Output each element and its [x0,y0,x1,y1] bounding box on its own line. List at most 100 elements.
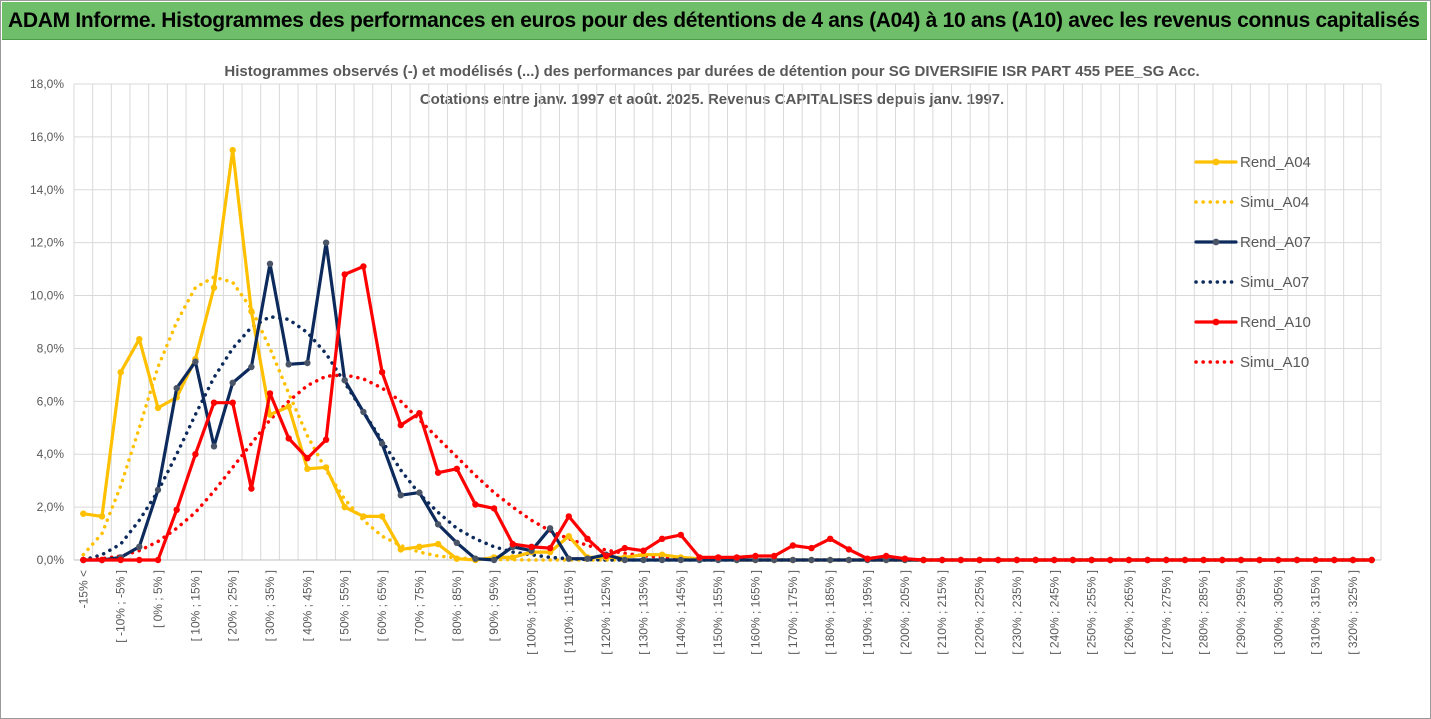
x-tick-label: [ 180% ; 185% ] [823,570,837,655]
x-tick-label: [ 210% ; 215% ] [935,570,949,655]
data-point-rend_a10 [546,544,554,552]
data-point-rend_a10 [827,535,834,542]
data-point-rend_a10 [733,554,740,561]
data-point-rend_a10 [808,544,815,552]
data-point-rend_a10 [416,410,423,417]
data-point-rend_a10 [248,485,255,492]
data-point-rend_a10 [173,506,180,513]
y-tick-label: 16,0% [30,130,64,144]
data-point-rend_a04 [658,551,666,558]
data-point-rend_a10 [640,547,647,554]
legend-label: Simu_A04 [1240,194,1309,211]
x-tick-label: [ 0% ; 5% ] [151,570,165,628]
x-tick-label: [ 230% ; 235% ] [1010,570,1024,655]
x-tick-label: [ 280% ; 285% ] [1197,570,1211,655]
data-point-rend_a10 [1293,556,1301,564]
data-point-rend_a10 [771,552,778,560]
data-point-rend_a07 [192,358,199,365]
data-point-rend_a07 [789,556,797,564]
data-point-rend_a10 [752,552,759,560]
legend-label: Rend_A07 [1240,234,1311,251]
data-point-rend_a10 [1331,556,1338,564]
data-point-rend_a10 [192,451,199,458]
legend-label: Rend_A10 [1240,314,1311,331]
legend: Rend_A04 Simu_A04 Rend_A07 Simu_A07 Rend_A10… [1194,154,1311,371]
data-point-rend_a10 [1237,556,1245,564]
data-point-rend_a07 [285,361,292,368]
data-point-rend_a04 [285,403,292,410]
x-tick-label: [ 20% ; 25% ] [226,570,240,641]
x-tick-label: [ 300% ; 305% ] [1271,570,1285,655]
x-tick-label: -15% < [76,570,90,608]
data-point-rend_a04 [360,513,367,520]
data-point-rend_a10 [1069,556,1077,564]
x-tick-label: [ 50% ; 55% ] [338,570,352,641]
y-tick-label: 18,0% [30,77,64,91]
data-point-rend_a07 [378,440,386,447]
data-point-rend_a10 [845,546,853,553]
data-point-rend_a07 [154,486,162,494]
data-point-rend_a10 [341,271,348,278]
x-tick-label: [ 40% ; 45% ] [300,570,314,641]
gridlines [73,83,1382,561]
x-tick-label: [ 290% ; 295% ] [1234,570,1248,655]
data-point-rend_a07 [472,555,479,562]
data-point-rend_a10 [528,543,535,550]
x-tick-label: [ 320% ; 325% ] [1346,570,1360,655]
data-point-rend_a10 [658,535,666,542]
data-point-rend_a10 [1125,556,1133,564]
x-tick-label: [ 240% ; 245% ] [1047,570,1061,655]
data-point-rend_a10 [1219,556,1226,564]
y-tick-label: 14,0% [30,183,64,197]
data-point-rend_a07 [546,525,554,532]
data-point-rend_a10 [285,435,292,442]
data-point-rend_a10 [715,554,722,561]
data-point-rend_a10 [509,540,516,548]
data-point-rend_a10 [584,535,591,542]
chart-title-line-2: Cotations entre janv. 1997 et août. 2025… [420,91,1004,108]
data-point-rend_a10 [602,552,610,560]
x-tick-label: [ 110% ; 115% ] [562,570,576,653]
data-point-rend_a04 [509,554,516,561]
data-point-rend_a04 [229,146,236,154]
data-point-rend_a10 [304,455,311,462]
series-lines [80,146,1375,564]
x-tick-label: [ 260% ; 265% ] [1122,570,1136,655]
legend-marker [1212,318,1220,326]
data-point-rend_a07 [397,492,404,499]
data-point-rend_a04 [154,404,162,412]
data-point-rend_a07 [266,260,274,267]
data-point-rend_a10 [939,556,946,564]
data-point-rend_a07 [434,521,442,528]
data-point-rend_a10 [565,513,572,520]
legend-marker [1212,158,1220,166]
data-point-rend_a07 [304,359,311,367]
x-tick-label: [ 30% ; 35% ] [263,570,277,641]
data-point-rend_a04 [453,555,460,562]
data-point-rend_a10 [80,556,87,564]
data-point-rend_a07 [565,555,572,562]
x-tick-label: [ 120% ; 125% ] [599,570,613,655]
data-point-rend_a10 [957,556,965,564]
data-point-rend_a07 [453,539,460,546]
data-point-rend_a10 [453,465,460,472]
report-banner: ADAM Informe. Histogrammes des performan… [2,2,1427,40]
data-point-rend_a07 [584,555,591,562]
data-point-rend_a04 [266,411,274,418]
y-tick-label: 4,0% [37,447,65,461]
data-point-rend_a10 [378,369,386,376]
x-tick-label: [ 160% ; 165% ] [749,570,763,655]
x-tick-label: [ 70% ; 75% ] [412,570,426,641]
data-point-rend_a10 [1144,556,1151,564]
data-point-rend_a07 [658,556,666,564]
y-tick-label: 0,0% [37,553,65,567]
x-axis-ticks: -15% < [ -10% ; -5% ] [ 0% ; 5% ] [ 10% ; 1… [76,570,1360,655]
data-point-rend_a07 [490,556,498,564]
x-tick-label: [ 170% ; 175% ] [786,570,800,655]
data-point-rend_a10 [1368,556,1375,564]
x-tick-label: [ 310% ; 315% ] [1309,570,1323,655]
data-point-rend_a04 [397,546,404,553]
data-point-rend_a07 [229,379,236,386]
